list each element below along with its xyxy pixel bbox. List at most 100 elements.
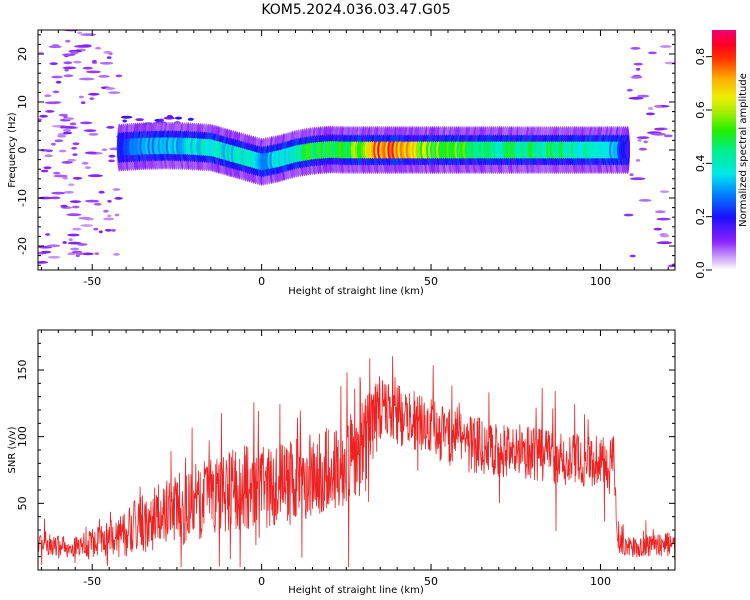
spectrogram-noise-blob <box>67 158 77 162</box>
spectrogram-noise-blob <box>72 142 80 146</box>
spectrogram-noise-blob <box>38 196 53 200</box>
spectrogram-noise-blob <box>83 129 97 133</box>
spectrogram-y-tick-label: 20 <box>16 47 29 61</box>
spectrogram-noise-blob <box>38 261 48 264</box>
spectrogram-noise-blob <box>54 139 64 143</box>
spectrogram-noise-blob <box>80 101 86 104</box>
spectrogram-x-tick-label: -50 <box>83 275 101 288</box>
spectrogram-noise-blob <box>647 107 654 110</box>
spectrogram-noise-blob <box>66 213 82 217</box>
spectrogram-noise-blob <box>63 61 73 65</box>
spectrogram-noise-blob <box>107 214 112 218</box>
spectrogram-noise-blob <box>113 253 120 256</box>
spectrogram-noise-blob <box>40 169 49 173</box>
spectrogram-noise-blob <box>81 161 89 165</box>
spectrogram-noise-blob <box>94 252 100 256</box>
spectrogram-noise-blob <box>72 176 83 180</box>
snr-marks <box>38 356 675 568</box>
spectrogram-noise-blob <box>48 45 62 49</box>
spectrogram-noise-blob <box>64 68 69 72</box>
spectrogram-noise-blob <box>43 166 52 170</box>
spectrogram-noise-blob <box>103 51 113 54</box>
spectrogram-noise-blob <box>51 191 66 195</box>
spectrogram-noise-blob <box>63 117 75 120</box>
spectrogram-noise-blob <box>108 159 115 163</box>
spectrogram-x-tick-label: 100 <box>590 275 611 288</box>
spectrogram-noise-blob <box>628 96 644 100</box>
spectrogram-noise-blob <box>95 46 102 50</box>
spectrogram-noise-blob <box>53 174 68 178</box>
spectrogram-noise-blob <box>98 75 110 78</box>
spectrogram-noise-blob <box>53 171 61 175</box>
snr-y-tick-label: 50 <box>16 496 29 510</box>
spectrogram-noise-blob <box>626 88 633 92</box>
spectrogram-noise-blob <box>58 113 69 117</box>
spectrogram-noise-blob <box>51 75 63 79</box>
spectrogram-y-tick-label: 0 <box>16 147 29 154</box>
spectrogram-noise-blob <box>104 87 116 90</box>
spectrogram-noise-blob <box>82 66 93 70</box>
spectrogram-noise-blob <box>40 250 52 254</box>
spectrogram-noise-blob <box>61 161 73 164</box>
spectrogram-noise-blob <box>39 114 48 118</box>
spectrogram-noise-blob <box>629 173 634 177</box>
spectrogram-noise-blob <box>46 244 61 248</box>
spectrogram-noise-blob <box>637 139 642 142</box>
spectrogram-noise-blob <box>52 90 60 94</box>
spectrogram-noise-blob <box>58 149 67 153</box>
spectrogram-noise-blob <box>633 62 643 66</box>
spectrogram-panel: -50 0 50 100 -20 -10 0 10 20 Height of straight … <box>7 29 676 297</box>
snr-x-axis-label: Height of straight line (km) <box>288 585 424 596</box>
spectrogram-noise-blob <box>80 33 97 36</box>
spectrogram-noise-blob <box>47 255 61 259</box>
snr-x-tick-label: 0 <box>258 575 265 588</box>
spectrogram-noise-blob <box>187 117 194 121</box>
spectrogram-noise-blob <box>635 159 641 162</box>
spectrogram-noise-blob <box>87 174 103 178</box>
snr-x-tick-label: -50 <box>83 575 101 588</box>
snr-x-tick-label: 100 <box>590 575 611 588</box>
spectrogram-noise-blob <box>99 61 114 65</box>
spectrogram-noise-blob <box>655 105 663 109</box>
spectrogram-noise-blob <box>80 224 94 227</box>
snr-y-tick-label: 150 <box>16 360 29 381</box>
spectrogram-noise-blob <box>98 230 103 234</box>
spectrogram-x-axis-label: Height of straight line (km) <box>288 286 424 297</box>
colorbar-tick-label: 0.4 <box>694 155 707 173</box>
spectrogram-noise-blob <box>629 177 646 181</box>
spectrogram-noise-blob <box>636 136 650 140</box>
spectrogram-noise-blob <box>62 241 67 244</box>
spectrogram-x-tick-label: 0 <box>258 275 265 288</box>
spectrogram-noise-blob <box>115 74 123 78</box>
spectrogram-noise-blob <box>104 228 112 232</box>
spectrogram-noise-blob <box>88 133 99 136</box>
spectrogram-noise-blob <box>122 119 127 123</box>
spectrogram-noise-blob <box>103 209 109 213</box>
spectrogram-noise-blob <box>45 110 55 113</box>
spectrogram-noise-blob <box>60 204 68 208</box>
spectrogram-noise-blob <box>653 127 666 131</box>
spectrogram-noise-blob <box>78 216 92 220</box>
spectrogram-noise-blob <box>71 205 80 209</box>
spectrogram-noise-blob <box>72 227 82 231</box>
spectrogram-noise-blob <box>69 200 82 204</box>
spectrogram-noise-blob <box>84 151 97 155</box>
spectrogram-y-tick-label: 10 <box>16 95 29 109</box>
spectrogram-noise-blob <box>49 196 61 200</box>
spectrogram-marks <box>38 30 675 268</box>
spectrogram-noise-blob <box>111 229 116 232</box>
spectrogram-noise-blob <box>63 74 74 78</box>
spectrogram-noise-blob <box>656 241 673 245</box>
spectrogram-y-tick-label: -10 <box>16 189 29 207</box>
spectrogram-x-tick-label: 50 <box>424 275 438 288</box>
spectrogram-noise-blob <box>120 115 133 119</box>
spectrogram-noise-blob <box>166 115 173 118</box>
spectrogram-noise-blob <box>55 80 62 84</box>
spectrogram-noise-blob <box>643 140 648 144</box>
spectrogram-ridge-cell <box>625 141 630 159</box>
colorbar: 0.0 0.2 0.4 0.6 0.8 Normalized spectral ampl… <box>694 30 749 279</box>
spectrogram-noise-blob <box>84 199 100 203</box>
spectrogram-noise-blob <box>78 77 95 81</box>
spectrogram-noise-blob <box>108 91 121 94</box>
spectrogram-noise-blob <box>648 51 657 55</box>
